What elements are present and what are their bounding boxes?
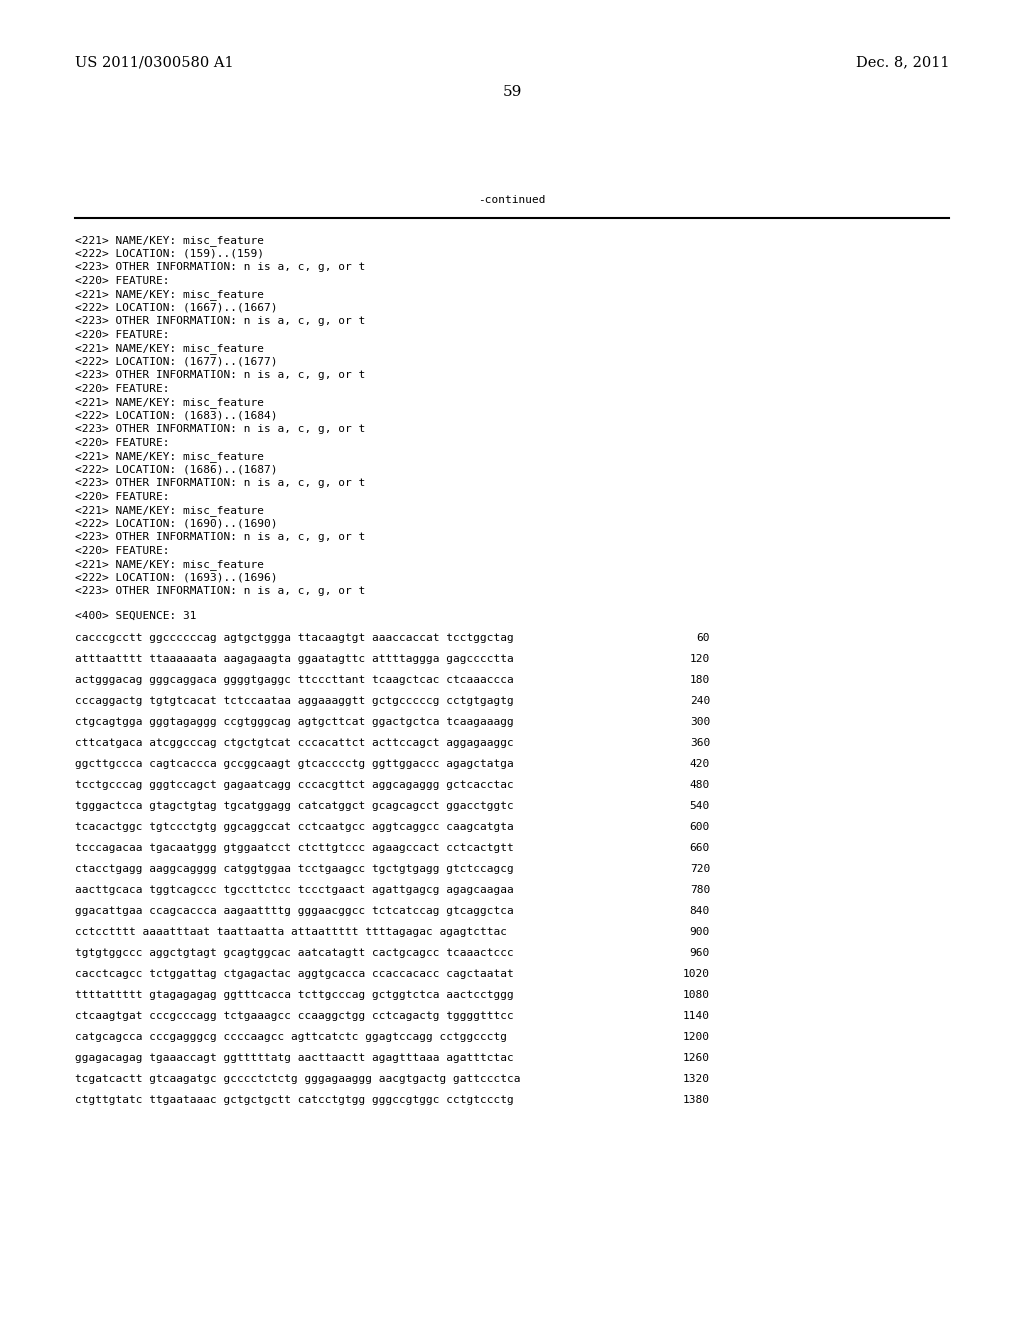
- Text: tcccagacaa tgacaatggg gtggaatcct ctcttgtccc agaagccact cctcactgtt: tcccagacaa tgacaatggg gtggaatcct ctcttgt…: [75, 843, 514, 853]
- Text: -continued: -continued: [478, 195, 546, 205]
- Text: 1140: 1140: [683, 1011, 710, 1022]
- Text: ctacctgagg aaggcagggg catggtggaa tcctgaagcc tgctgtgagg gtctccagcg: ctacctgagg aaggcagggg catggtggaa tcctgaa…: [75, 865, 514, 874]
- Text: US 2011/0300580 A1: US 2011/0300580 A1: [75, 55, 233, 69]
- Text: 780: 780: [690, 886, 710, 895]
- Text: 1020: 1020: [683, 969, 710, 979]
- Text: <221> NAME/KEY: misc_feature: <221> NAME/KEY: misc_feature: [75, 235, 264, 246]
- Text: <221> NAME/KEY: misc_feature: <221> NAME/KEY: misc_feature: [75, 343, 264, 354]
- Text: 540: 540: [690, 801, 710, 812]
- Text: <223> OTHER INFORMATION: n is a, c, g, or t: <223> OTHER INFORMATION: n is a, c, g, o…: [75, 478, 366, 488]
- Text: <223> OTHER INFORMATION: n is a, c, g, or t: <223> OTHER INFORMATION: n is a, c, g, o…: [75, 424, 366, 434]
- Text: cctcctttt aaaatttaat taattaatta attaattttt ttttagagac agagtcttac: cctcctttt aaaatttaat taattaatta attaattt…: [75, 927, 507, 937]
- Text: tcacactggc tgtccctgtg ggcaggccat cctcaatgcc aggtcaggcc caagcatgta: tcacactggc tgtccctgtg ggcaggccat cctcaat…: [75, 822, 514, 832]
- Text: atttaatttt ttaaaaaata aagagaagta ggaatagttc attttaggga gagcccctta: atttaatttt ttaaaaaata aagagaagta ggaatag…: [75, 655, 514, 664]
- Text: cttcatgaca atcggcccag ctgctgtcat cccacattct acttccagct aggagaaggc: cttcatgaca atcggcccag ctgctgtcat cccacat…: [75, 738, 514, 748]
- Text: tcctgcccag gggtccagct gagaatcagg cccacgttct aggcagaggg gctcacctac: tcctgcccag gggtccagct gagaatcagg cccacgt…: [75, 780, 514, 791]
- Text: 300: 300: [690, 717, 710, 727]
- Text: <223> OTHER INFORMATION: n is a, c, g, or t: <223> OTHER INFORMATION: n is a, c, g, o…: [75, 261, 366, 272]
- Text: cccaggactg tgtgtcacat tctccaataa aggaaaggtt gctgcccccg cctgtgagtg: cccaggactg tgtgtcacat tctccaataa aggaaag…: [75, 696, 514, 706]
- Text: <221> NAME/KEY: misc_feature: <221> NAME/KEY: misc_feature: [75, 558, 264, 570]
- Text: <222> LOCATION: (159)..(159): <222> LOCATION: (159)..(159): [75, 248, 264, 259]
- Text: ggcttgccca cagtcaccca gccggcaagt gtcacccctg ggttggaccc agagctatga: ggcttgccca cagtcaccca gccggcaagt gtcaccc…: [75, 759, 514, 770]
- Text: catgcagcca cccgagggcg ccccaagcc agttcatctc ggagtccagg cctggccctg: catgcagcca cccgagggcg ccccaagcc agttcatc…: [75, 1032, 507, 1043]
- Text: ggagacagag tgaaaccagt ggtttttatg aacttaactt agagtttaaa agatttctac: ggagacagag tgaaaccagt ggtttttatg aacttaa…: [75, 1053, 514, 1063]
- Text: 600: 600: [690, 822, 710, 832]
- Text: ttttattttt gtagagagag ggtttcacca tcttgcccag gctggtctca aactcctggg: ttttattttt gtagagagag ggtttcacca tcttgcc…: [75, 990, 514, 1001]
- Text: 240: 240: [690, 696, 710, 706]
- Text: 120: 120: [690, 655, 710, 664]
- Text: <220> FEATURE:: <220> FEATURE:: [75, 384, 170, 393]
- Text: <220> FEATURE:: <220> FEATURE:: [75, 330, 170, 339]
- Text: ctgcagtgga gggtagaggg ccgtgggcag agtgcttcat ggactgctca tcaagaaagg: ctgcagtgga gggtagaggg ccgtgggcag agtgctt…: [75, 717, 514, 727]
- Text: tcgatcactt gtcaagatgc gcccctctctg gggagaaggg aacgtgactg gattccctca: tcgatcactt gtcaagatgc gcccctctctg gggaga…: [75, 1074, 520, 1084]
- Text: ggacattgaa ccagcaccca aagaattttg gggaacggcc tctcatccag gtcaggctca: ggacattgaa ccagcaccca aagaattttg gggaacg…: [75, 907, 514, 916]
- Text: tgggactcca gtagctgtag tgcatggagg catcatggct gcagcagcct ggacctggtc: tgggactcca gtagctgtag tgcatggagg catcatg…: [75, 801, 514, 812]
- Text: aacttgcaca tggtcagccc tgccttctcc tccctgaact agattgagcg agagcaagaa: aacttgcaca tggtcagccc tgccttctcc tccctga…: [75, 886, 514, 895]
- Text: <220> FEATURE:: <220> FEATURE:: [75, 491, 170, 502]
- Text: <220> FEATURE:: <220> FEATURE:: [75, 437, 170, 447]
- Text: actgggacag gggcaggaca ggggtgaggc ttcccttant tcaagctcac ctcaaaccca: actgggacag gggcaggaca ggggtgaggc ttccctt…: [75, 676, 514, 685]
- Text: ctcaagtgat cccgcccagg tctgaaagcc ccaaggctgg cctcagactg tggggtttcc: ctcaagtgat cccgcccagg tctgaaagcc ccaaggc…: [75, 1011, 514, 1022]
- Text: <221> NAME/KEY: misc_feature: <221> NAME/KEY: misc_feature: [75, 451, 264, 462]
- Text: <221> NAME/KEY: misc_feature: <221> NAME/KEY: misc_feature: [75, 506, 264, 516]
- Text: <222> LOCATION: (1686)..(1687): <222> LOCATION: (1686)..(1687): [75, 465, 278, 474]
- Text: 1200: 1200: [683, 1032, 710, 1043]
- Text: 660: 660: [690, 843, 710, 853]
- Text: cacccgcctt ggccccccag agtgctggga ttacaagtgt aaaccaccat tcctggctag: cacccgcctt ggccccccag agtgctggga ttacaag…: [75, 634, 514, 643]
- Text: 1080: 1080: [683, 990, 710, 1001]
- Text: ctgttgtatc ttgaataaac gctgctgctt catcctgtgg gggccgtggc cctgtccctg: ctgttgtatc ttgaataaac gctgctgctt catcctg…: [75, 1096, 514, 1105]
- Text: 900: 900: [690, 927, 710, 937]
- Text: 1260: 1260: [683, 1053, 710, 1063]
- Text: 59: 59: [503, 84, 521, 99]
- Text: 420: 420: [690, 759, 710, 770]
- Text: <223> OTHER INFORMATION: n is a, c, g, or t: <223> OTHER INFORMATION: n is a, c, g, o…: [75, 586, 366, 597]
- Text: 1380: 1380: [683, 1096, 710, 1105]
- Text: <222> LOCATION: (1690)..(1690): <222> LOCATION: (1690)..(1690): [75, 519, 278, 528]
- Text: cacctcagcc tctggattag ctgagactac aggtgcacca ccaccacacc cagctaatat: cacctcagcc tctggattag ctgagactac aggtgca…: [75, 969, 514, 979]
- Text: <220> FEATURE:: <220> FEATURE:: [75, 545, 170, 556]
- Text: 1320: 1320: [683, 1074, 710, 1084]
- Text: <223> OTHER INFORMATION: n is a, c, g, or t: <223> OTHER INFORMATION: n is a, c, g, o…: [75, 370, 366, 380]
- Text: <222> LOCATION: (1667)..(1667): <222> LOCATION: (1667)..(1667): [75, 302, 278, 313]
- Text: 180: 180: [690, 676, 710, 685]
- Text: 480: 480: [690, 780, 710, 791]
- Text: 360: 360: [690, 738, 710, 748]
- Text: 720: 720: [690, 865, 710, 874]
- Text: <221> NAME/KEY: misc_feature: <221> NAME/KEY: misc_feature: [75, 397, 264, 408]
- Text: <221> NAME/KEY: misc_feature: <221> NAME/KEY: misc_feature: [75, 289, 264, 300]
- Text: <400> SEQUENCE: 31: <400> SEQUENCE: 31: [75, 610, 197, 620]
- Text: <222> LOCATION: (1677)..(1677): <222> LOCATION: (1677)..(1677): [75, 356, 278, 367]
- Text: 840: 840: [690, 907, 710, 916]
- Text: <222> LOCATION: (1683)..(1684): <222> LOCATION: (1683)..(1684): [75, 411, 278, 421]
- Text: <222> LOCATION: (1693)..(1696): <222> LOCATION: (1693)..(1696): [75, 573, 278, 582]
- Text: 60: 60: [696, 634, 710, 643]
- Text: <220> FEATURE:: <220> FEATURE:: [75, 276, 170, 285]
- Text: <223> OTHER INFORMATION: n is a, c, g, or t: <223> OTHER INFORMATION: n is a, c, g, o…: [75, 532, 366, 543]
- Text: Dec. 8, 2011: Dec. 8, 2011: [855, 55, 949, 69]
- Text: 960: 960: [690, 948, 710, 958]
- Text: <223> OTHER INFORMATION: n is a, c, g, or t: <223> OTHER INFORMATION: n is a, c, g, o…: [75, 315, 366, 326]
- Text: tgtgtggccc aggctgtagt gcagtggcac aatcatagtt cactgcagcc tcaaactccc: tgtgtggccc aggctgtagt gcagtggcac aatcata…: [75, 948, 514, 958]
